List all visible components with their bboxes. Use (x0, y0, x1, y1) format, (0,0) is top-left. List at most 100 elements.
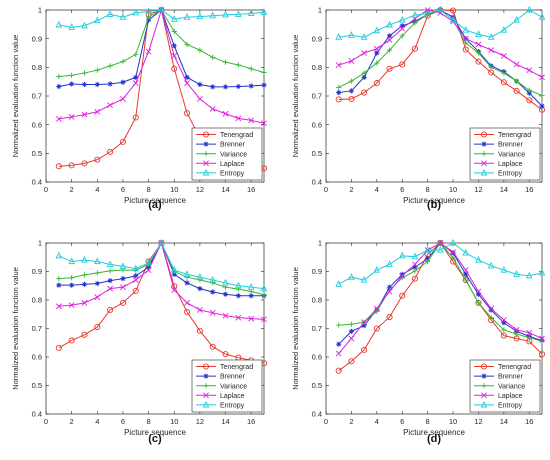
legend-swatch-marker (203, 160, 209, 167)
data-point-tenengrad (335, 367, 342, 374)
data-point-entropy (437, 246, 444, 253)
data-point-entropy (183, 13, 191, 20)
data-point-laplace (386, 288, 393, 295)
data-point-variance (56, 73, 62, 80)
series-line-entropy (338, 242, 543, 285)
data-point-entropy (475, 255, 482, 263)
x-tick-label: 12 (474, 417, 482, 426)
data-point-tenengrad (462, 46, 469, 53)
data-point-tenengrad (94, 324, 101, 331)
y-tick-label: 1 (38, 6, 42, 15)
data-point-tenengrad (386, 314, 393, 321)
x-tick-label: 0 (324, 417, 328, 426)
x-tick-label: 4 (95, 185, 99, 194)
data-point-entropy (170, 265, 178, 273)
data-point-brenner (133, 74, 139, 80)
data-point-laplace (94, 108, 101, 115)
data-point-laplace (145, 267, 152, 273)
data-point-variance (145, 14, 152, 20)
series-line-entropy (58, 241, 265, 290)
data-point-entropy (513, 270, 520, 277)
data-point-entropy (247, 9, 255, 16)
data-point-tenengrad (184, 308, 191, 316)
data-point-entropy (500, 265, 508, 273)
legend-label-entropy: Entropy (220, 403, 245, 410)
x-tick-label: 10 (170, 185, 178, 194)
legend-swatch-marker (480, 363, 488, 370)
legend-label-brenner: Brenner (498, 374, 524, 381)
data-point-entropy (398, 251, 406, 259)
data-point-laplace (462, 35, 469, 42)
legend-swatch-marker (202, 131, 210, 138)
legend-swatch-marker (202, 168, 210, 176)
data-point-variance (184, 41, 190, 47)
panel-label: (d) (427, 433, 441, 445)
data-point-laplace (55, 116, 62, 122)
data-point-laplace (373, 45, 380, 52)
y-tick-label: 0.5 (32, 381, 42, 390)
data-point-variance (526, 87, 532, 93)
data-point-brenner (348, 328, 355, 334)
y-tick-label: 0.7 (32, 324, 42, 333)
data-point-entropy (222, 10, 229, 18)
data-point-brenner (361, 323, 367, 329)
data-point-brenner (399, 23, 405, 29)
data-point-tenengrad (411, 275, 418, 282)
data-point-tenengrad (107, 306, 114, 314)
data-point-entropy (525, 271, 533, 279)
y-tick-label: 0.9 (32, 34, 42, 43)
data-point-entropy (348, 273, 355, 280)
data-point-entropy (462, 25, 470, 33)
data-point-brenner (526, 90, 532, 96)
data-point-variance (94, 270, 100, 276)
data-point-entropy (411, 11, 419, 18)
x-tick-label: 14 (500, 185, 508, 194)
data-point-entropy (55, 251, 63, 259)
data-point-variance (488, 315, 494, 321)
legend-swatch-marker (481, 151, 487, 157)
y-axis-label: Normalized evaluation function value (11, 35, 20, 158)
y-tick-label: 0.6 (32, 353, 42, 362)
data-point-laplace (348, 58, 355, 64)
data-point-brenner (425, 256, 431, 262)
data-point-brenner (184, 280, 190, 286)
data-point-brenner (145, 17, 152, 23)
data-point-entropy (335, 280, 343, 287)
data-point-laplace (361, 50, 368, 56)
data-point-variance (336, 84, 342, 90)
data-point-entropy (68, 257, 75, 265)
data-point-tenengrad (94, 156, 101, 163)
data-point-variance (248, 66, 254, 72)
data-point-entropy (424, 246, 431, 253)
data-point-tenengrad (171, 65, 178, 72)
series-entropy (335, 238, 546, 287)
data-point-tenengrad (500, 332, 507, 339)
data-point-entropy (55, 20, 63, 28)
x-tick-label: 8 (147, 185, 151, 194)
data-point-laplace (235, 314, 242, 321)
x-tick-label: 0 (44, 185, 48, 194)
legend-swatch-marker (481, 383, 487, 389)
data-point-brenner (348, 88, 355, 94)
legend-swatch-marker (480, 131, 488, 138)
y-tick-label: 0.6 (312, 120, 322, 129)
data-point-variance (56, 276, 62, 282)
data-point-brenner (513, 328, 520, 334)
legend-label-tenengrad: Tenengrad (220, 364, 253, 371)
legend: Tenengrad Brenner Variance Laplace Entropy (469, 127, 541, 181)
series-line-entropy (58, 9, 265, 28)
data-point-variance (69, 72, 75, 78)
data-point-entropy (449, 238, 457, 246)
series-line-entropy (338, 9, 543, 38)
y-axis-label: Normalized evaluation function value (291, 267, 300, 390)
data-point-tenengrad (348, 95, 355, 102)
data-point-brenner (171, 43, 177, 49)
data-point-tenengrad (68, 162, 75, 169)
legend-label-entropy: Entropy (498, 403, 523, 410)
x-tick-label: 4 (375, 185, 379, 194)
data-point-laplace (68, 114, 75, 120)
y-tick-label: 0.6 (32, 120, 42, 129)
data-point-brenner (184, 74, 190, 80)
x-tick-label: 16 (525, 185, 533, 194)
x-tick-label: 4 (375, 417, 379, 426)
